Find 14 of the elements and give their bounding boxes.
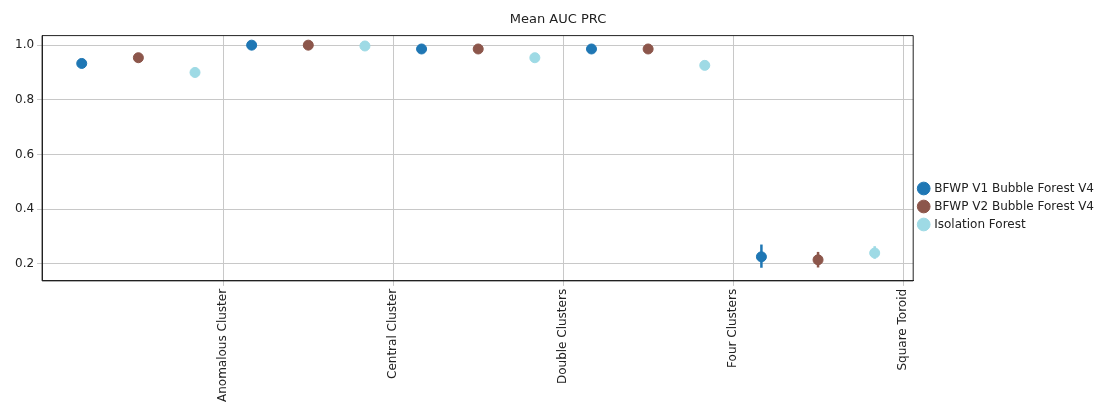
x-tick-label: Central Cluster (385, 288, 400, 379)
y-tick-label: 0.8 (14, 91, 35, 106)
legend-label: Isolation Forest (934, 216, 1026, 231)
y-tick-label: 0.4 (14, 201, 35, 216)
x-tick-label: Square Toroid (895, 288, 910, 371)
x-tick-label: Four Clusters (725, 288, 740, 368)
y-tick-label: 1.0 (14, 37, 35, 52)
y-tick-label: 0.2 (14, 255, 35, 270)
x-tick-label: Double Clusters (555, 288, 570, 385)
chart-title: Mean AUC PRC (509, 11, 607, 27)
legend-label: BFWP V2 Bubble Forest V4 (934, 198, 1094, 213)
x-tick-label: Anomalous Cluster (215, 288, 230, 402)
y-tick-label: 0.6 (14, 146, 35, 161)
legend-label: BFWP V1 Bubble Forest V4 (934, 180, 1094, 195)
